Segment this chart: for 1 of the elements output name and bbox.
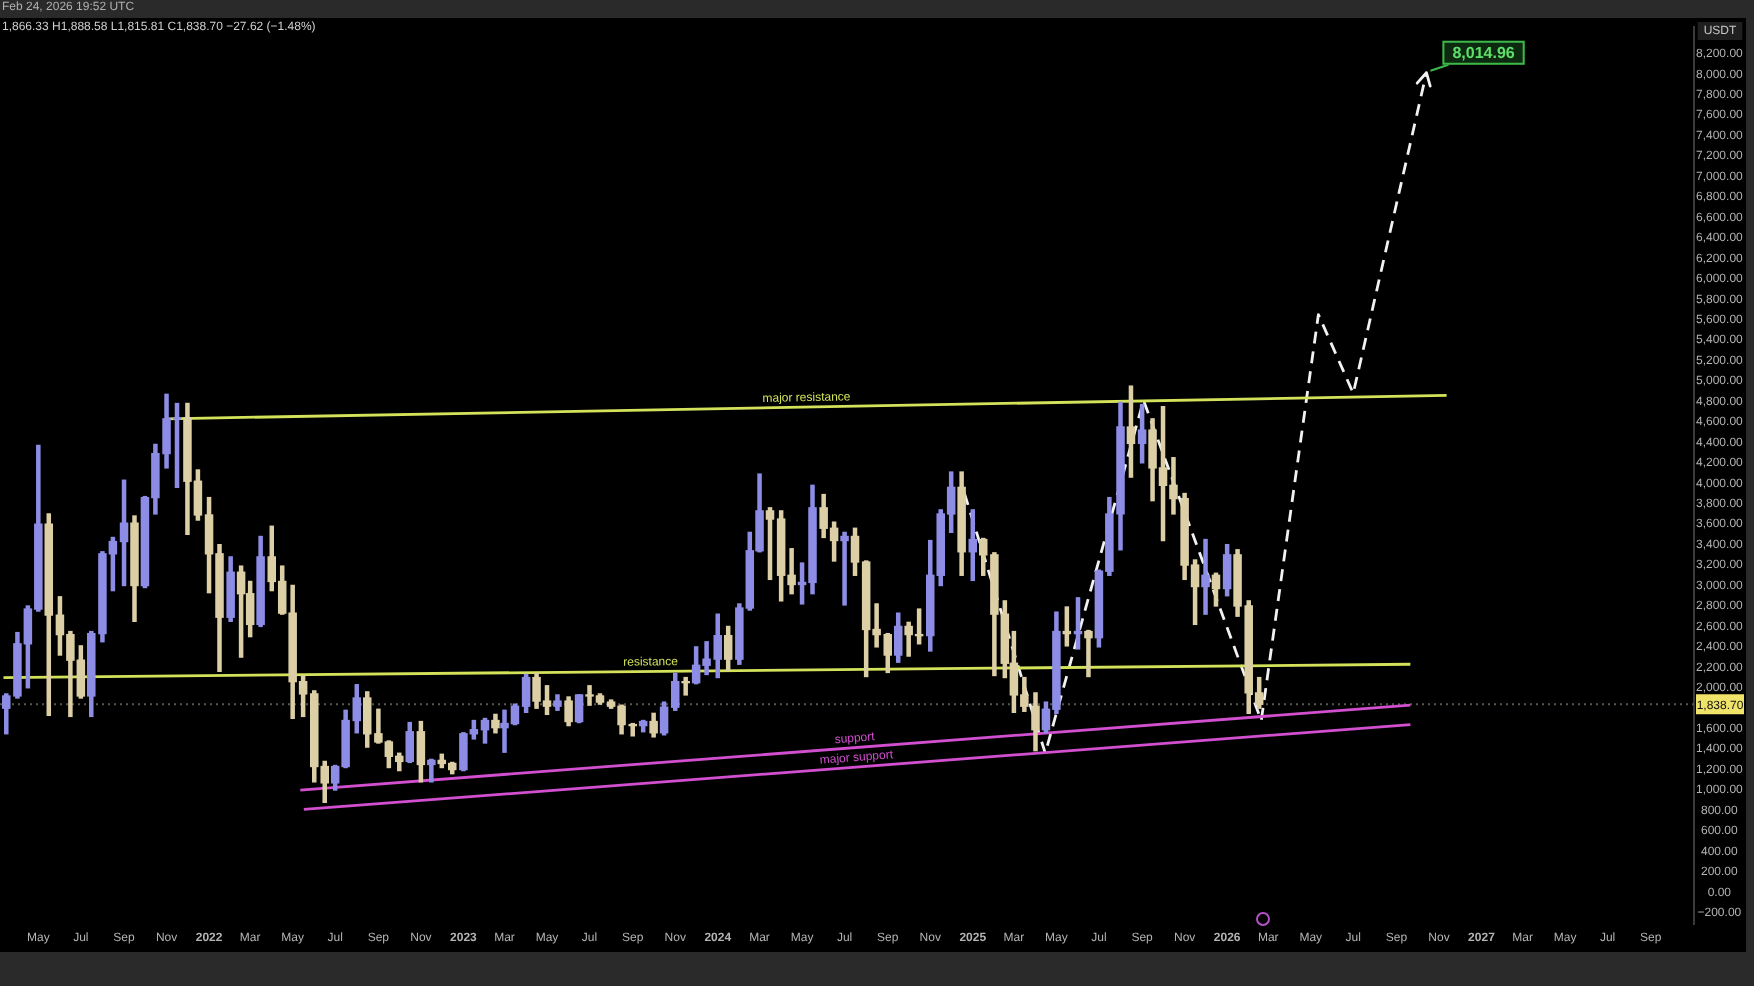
annotation: 8,014.96: [1452, 44, 1516, 63]
